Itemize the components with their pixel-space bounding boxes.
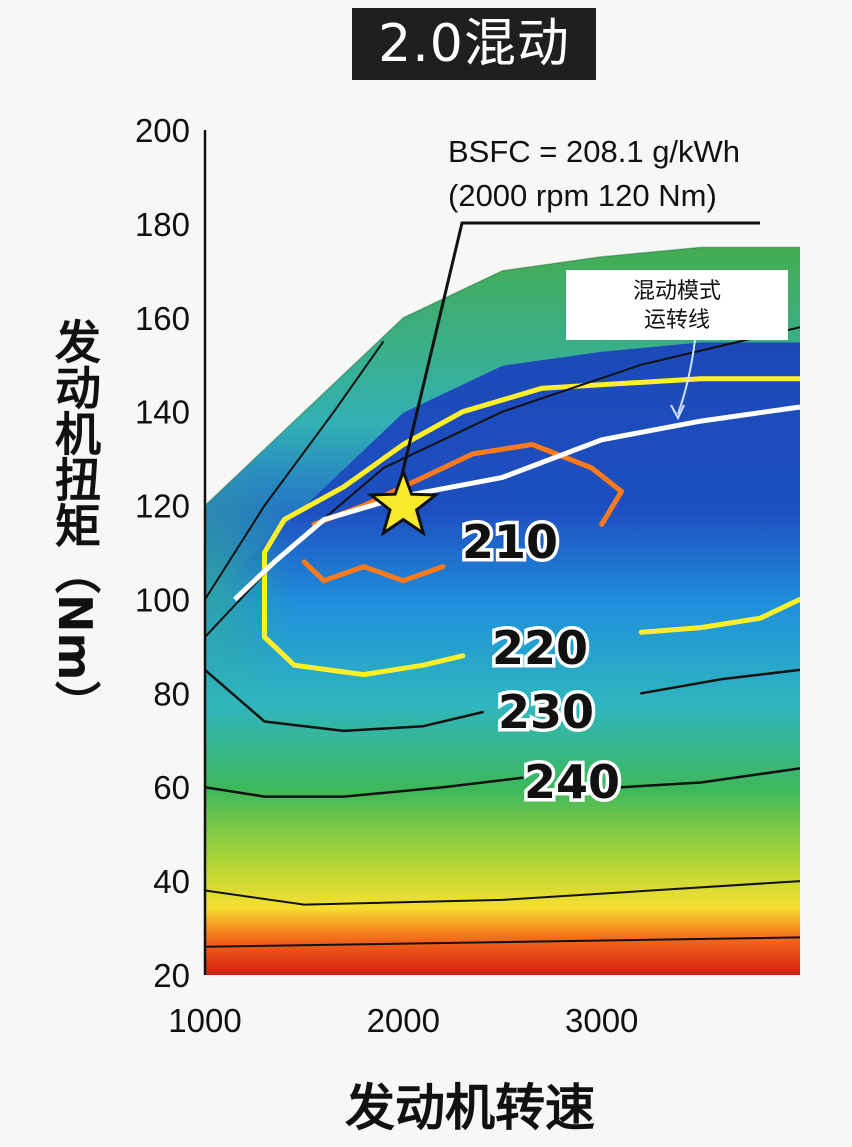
y-tick-160: 160 bbox=[135, 300, 190, 337]
y-tick-40: 40 bbox=[153, 863, 190, 900]
bsfc-value: BSFC = 208.1 g/kWh bbox=[448, 134, 740, 169]
x-tick-3000: 3000 bbox=[565, 1002, 638, 1039]
upper-contour-0 bbox=[205, 340, 385, 600]
contour-label-210: 210 bbox=[462, 515, 558, 569]
bsfc-contour-220-3 bbox=[638, 596, 800, 635]
max-torque-curve bbox=[204, 246, 800, 507]
optimum-point-star bbox=[366, 467, 440, 537]
contour-label-220: 220 bbox=[492, 621, 588, 675]
hybrid-line-arrowhead bbox=[670, 404, 685, 421]
left-green-band bbox=[205, 470, 355, 710]
y-tick-60: 60 bbox=[153, 769, 190, 806]
y-tick-20: 20 bbox=[153, 957, 190, 994]
hybrid-line-label-1: 混动模式 bbox=[633, 279, 721, 304]
x-tick-2000: 2000 bbox=[367, 1002, 440, 1039]
hybrid-operating-line bbox=[233, 404, 801, 602]
contour-label-230: 230 bbox=[498, 685, 594, 739]
y-tick-80: 80 bbox=[153, 675, 190, 712]
bsfc-annotation: BSFC = 208.1 g/kWh (2000 rpm 120 Nm) bbox=[400, 134, 760, 476]
bsfc-contour-230-5 bbox=[640, 668, 800, 695]
y-tick-200: 200 bbox=[135, 112, 190, 149]
contour-layer bbox=[205, 269, 800, 948]
bsfc-contour-220-2 bbox=[262, 376, 800, 678]
bsfc-contour-240-6 bbox=[205, 776, 524, 798]
x-ticks: 1000 2000 3000 bbox=[168, 1002, 638, 1039]
chart-title: 2.0混动 bbox=[352, 8, 596, 80]
y-tick-120: 120 bbox=[135, 488, 190, 525]
upper-contour-2 bbox=[264, 269, 325, 296]
contour-label-240: 240 bbox=[524, 755, 620, 809]
y-tick-180: 180 bbox=[135, 206, 190, 243]
lower-contour-1 bbox=[205, 936, 800, 948]
hybrid-line-label-box bbox=[566, 270, 788, 340]
bsfc-contour-240-7 bbox=[620, 767, 800, 789]
y-tick-100: 100 bbox=[135, 581, 190, 618]
y-ticks: 20 40 60 80 100 120 140 160 180 200 bbox=[135, 112, 190, 994]
bsfc-contour-210-0 bbox=[311, 442, 624, 527]
bsfc-contour-210-1 bbox=[301, 559, 446, 584]
x-tick-1000: 1000 bbox=[168, 1002, 241, 1039]
hybrid-line-callout: 混动模式 运转线 bbox=[566, 270, 788, 421]
bsfc-condition: (2000 rpm 120 Nm) bbox=[448, 178, 717, 213]
bsfc-leader-line bbox=[400, 221, 760, 476]
hybrid-line-label-2: 运转线 bbox=[644, 308, 710, 333]
y-tick-140: 140 bbox=[135, 394, 190, 431]
y-axis-label: 发动机扭矩（Nm） bbox=[48, 318, 102, 727]
bsfc-contour-230-4 bbox=[205, 668, 484, 733]
x-axis-label: 发动机转速 bbox=[345, 1079, 595, 1137]
lower-contour-0 bbox=[205, 880, 800, 906]
hybrid-line-arrow bbox=[677, 339, 696, 415]
